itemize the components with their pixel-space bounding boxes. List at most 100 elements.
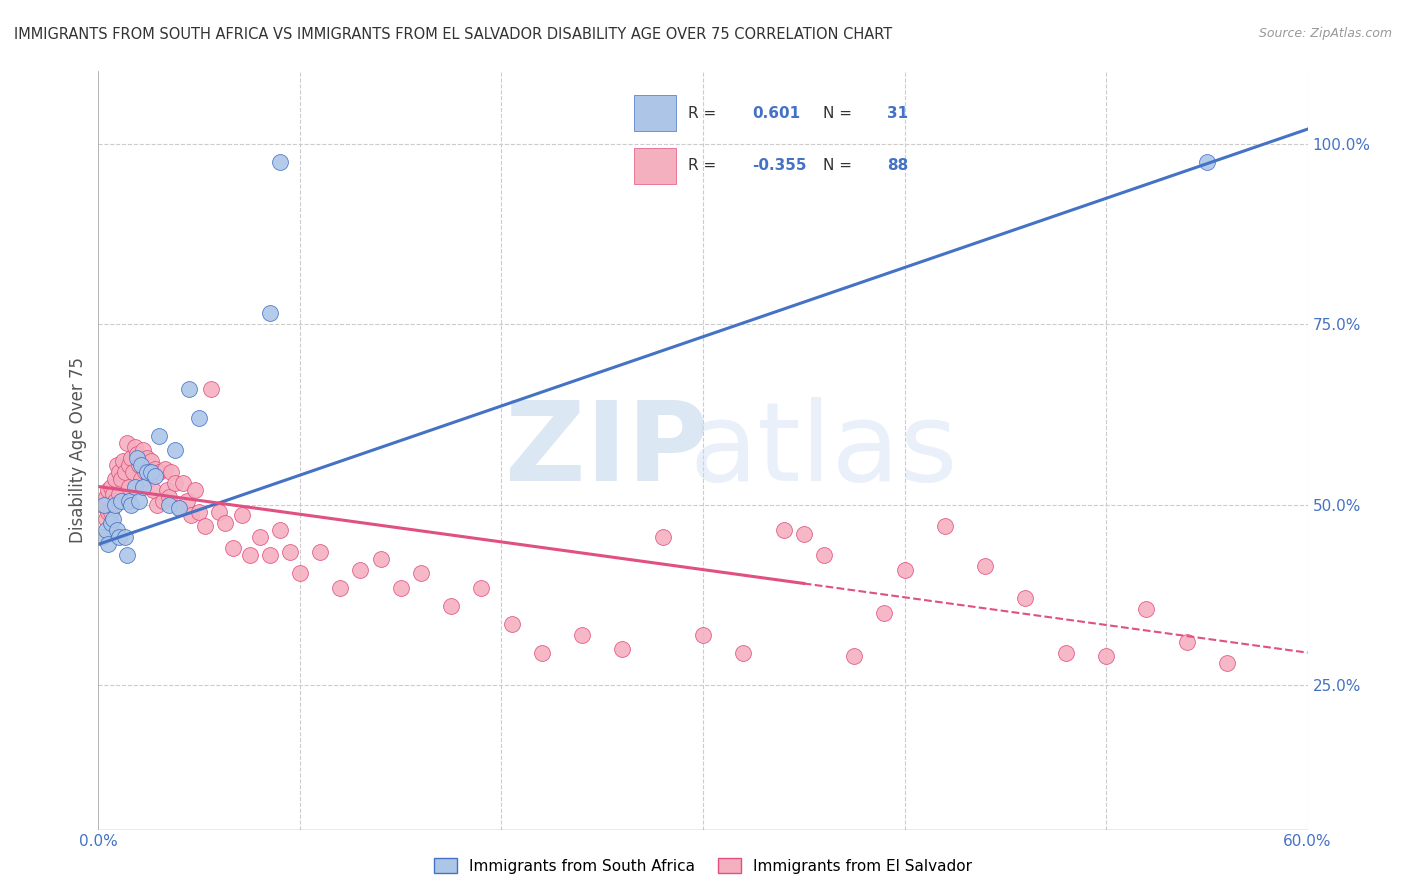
Point [176, 494, 198, 508]
Point [100, 479, 122, 493]
Point [167, 501, 190, 516]
Point [132, 479, 155, 493]
Point [772, 523, 794, 537]
Point [172, 475, 194, 490]
Point [101, 512, 124, 526]
Y-axis label: Disability Age Over 75: Disability Age Over 75 [69, 358, 87, 543]
Point [222, 541, 245, 555]
Point [214, 516, 236, 530]
Point [96, 491, 118, 505]
Point [571, 627, 593, 641]
Point [1135, 602, 1157, 616]
Point [1195, 154, 1218, 169]
Point [844, 649, 866, 664]
Point [188, 505, 211, 519]
Legend: Immigrants from South Africa, Immigrants from El Salvador: Immigrants from South Africa, Immigrants… [427, 852, 979, 880]
Point [1095, 649, 1118, 664]
Point [118, 479, 141, 493]
Point [93, 494, 115, 508]
Point [101, 487, 124, 501]
Point [180, 508, 202, 523]
Point [115, 436, 138, 450]
Point [269, 154, 291, 169]
Point [97, 537, 120, 551]
Point [114, 530, 136, 544]
Point [651, 530, 673, 544]
Point [530, 646, 553, 660]
Text: IMMIGRANTS FROM SOUTH AFRICA VS IMMIGRANTS FROM EL SALVADOR DISABILITY AGE OVER : IMMIGRANTS FROM SOUTH AFRICA VS IMMIGRAN… [14, 27, 893, 42]
Point [148, 429, 170, 443]
Point [96, 523, 118, 537]
Point [114, 465, 136, 479]
Point [692, 627, 714, 641]
Point [152, 494, 174, 508]
Point [97, 505, 120, 519]
Point [103, 472, 125, 486]
Point [208, 505, 231, 519]
Point [105, 523, 128, 537]
Point [115, 548, 138, 562]
Point [120, 498, 142, 512]
Text: Source: ZipAtlas.com: Source: ZipAtlas.com [1258, 27, 1392, 40]
Point [249, 530, 271, 544]
Point [893, 563, 915, 577]
Point [153, 461, 176, 475]
Point [100, 505, 122, 519]
Point [142, 483, 165, 498]
Point [121, 465, 143, 479]
Point [278, 544, 301, 558]
Text: atlas: atlas [690, 397, 957, 504]
Point [194, 519, 217, 533]
Point [105, 458, 128, 472]
Point [309, 544, 332, 558]
Point [269, 523, 291, 537]
Point [259, 548, 281, 562]
Point [107, 465, 129, 479]
Point [93, 498, 115, 512]
Point [135, 450, 157, 465]
Point [259, 306, 281, 320]
Point [125, 447, 148, 461]
Point [124, 479, 146, 493]
Point [110, 494, 132, 508]
Point [103, 494, 125, 508]
Point [100, 516, 122, 530]
Point [91, 498, 114, 512]
Point [501, 616, 523, 631]
Point [733, 646, 755, 660]
Point [160, 465, 183, 479]
Point [103, 498, 125, 512]
Point [188, 411, 211, 425]
Point [167, 501, 190, 516]
Point [1216, 657, 1239, 671]
Point [124, 440, 146, 454]
Point [349, 563, 371, 577]
Point [179, 382, 201, 396]
Point [143, 468, 166, 483]
Point [97, 483, 120, 498]
Point [370, 551, 392, 566]
Point [329, 581, 352, 595]
Point [129, 458, 152, 472]
Point [96, 512, 118, 526]
Point [91, 530, 114, 544]
Point [157, 491, 180, 505]
Point [470, 581, 492, 595]
Point [239, 548, 262, 562]
Point [110, 472, 132, 486]
Point [125, 450, 148, 465]
Point [1014, 591, 1036, 606]
Point [612, 642, 634, 657]
Point [873, 606, 896, 620]
Point [974, 559, 997, 574]
Point [129, 472, 152, 486]
Point [200, 382, 222, 396]
Point [813, 548, 835, 562]
Point [107, 530, 129, 544]
Point [793, 526, 815, 541]
Point [107, 487, 129, 501]
Point [120, 450, 142, 465]
Point [288, 566, 311, 581]
Point [138, 472, 160, 486]
Point [389, 581, 412, 595]
